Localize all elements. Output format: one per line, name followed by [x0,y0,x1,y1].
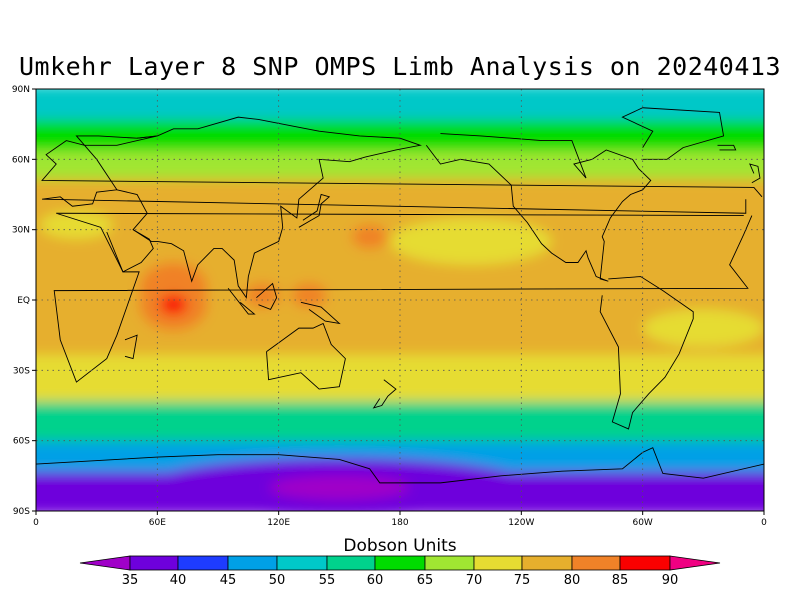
coastline-16 [717,144,737,151]
colorbar-swatch [521,555,573,571]
coastline-14 [124,334,138,360]
ozone-max-3 [244,283,281,308]
colorbar-label: 35 [122,573,139,588]
x-tick-label: 0 [33,518,39,528]
graticule [36,89,764,511]
x-tick-label: 120W [508,518,534,528]
colorbar-label: 45 [220,573,237,588]
ozone-band-4 [36,354,764,410]
ozone-region-0 [36,196,764,352]
y-tick-label: EQ [17,296,30,306]
colorbar-arrow-low [79,555,131,571]
ozone-min [269,475,410,500]
colorbar-swatch [571,555,621,571]
ozone-tongue-0 [389,217,552,265]
ozone-max-1 [159,294,188,315]
colorbar-swatch [227,555,278,571]
y-tick-label: 30S [13,366,30,376]
colorbar-swatch [424,555,475,571]
coastline-10 [425,133,652,282]
x-tick-label: 60E [149,518,166,528]
x-tick-label: 0 [761,518,767,528]
coastline-3 [106,229,154,273]
colorbar: 35 40 45 50 55 60 65 70 75 80 85 90 [79,555,721,588]
coastline-2 [116,116,422,299]
colorbar-label: 75 [514,573,531,588]
colorbar-swatch [473,555,523,571]
x-tick-label: 60W [632,518,652,528]
coastline-12 [599,276,694,430]
colorbar-label: 50 [269,573,286,588]
y-tick-label: 90S [13,507,30,517]
ozone-field [36,89,764,511]
colorbar-arrow-high [669,555,721,571]
colorbar-label: 55 [319,573,336,588]
coastline-6 [227,288,256,315]
ozone-tongue-1 [642,309,764,347]
colorbar-label: 65 [417,573,434,588]
colorbar-swatch [619,555,671,571]
coastline-7 [256,282,278,310]
y-tick-label: 90N [12,85,30,95]
y-tick-label: 60S [13,437,30,447]
coastline-13 [36,447,764,484]
coastline-15 [749,163,761,184]
coastline-8 [298,193,331,228]
x-tick-label: 180 [391,518,408,528]
ozone-max-4 [291,283,327,308]
coastline-9 [372,379,397,409]
map-title: Umkehr Layer 8 SNP OMPS Limb Analysis on… [18,52,781,81]
colorbar-swatch [374,555,426,571]
colorbar-swatch [276,555,328,571]
colorbar-label: 85 [612,573,629,588]
coastline-1 [41,135,763,214]
colorbar-title: Dobson Units [343,536,457,556]
colorbar-label: 60 [367,573,384,588]
colorbar-swatch [129,555,179,571]
ozone-tongue-2 [40,210,113,240]
y-tick-label: 30N [12,226,30,236]
colorbar-label: 80 [564,573,581,588]
coastline-4 [266,322,346,390]
colorbar-label: 70 [466,573,483,588]
x-tick-label: 120E [267,518,290,528]
ozone-max-2 [351,224,388,249]
coastline-11 [621,107,725,160]
coastline-5 [300,301,341,325]
colorbar-label: 40 [170,573,187,588]
colorbar-swatch [326,555,376,571]
y-tick-label: 60N [12,155,30,165]
colorbar-label: 90 [662,573,679,588]
colorbar-swatch [177,555,229,571]
